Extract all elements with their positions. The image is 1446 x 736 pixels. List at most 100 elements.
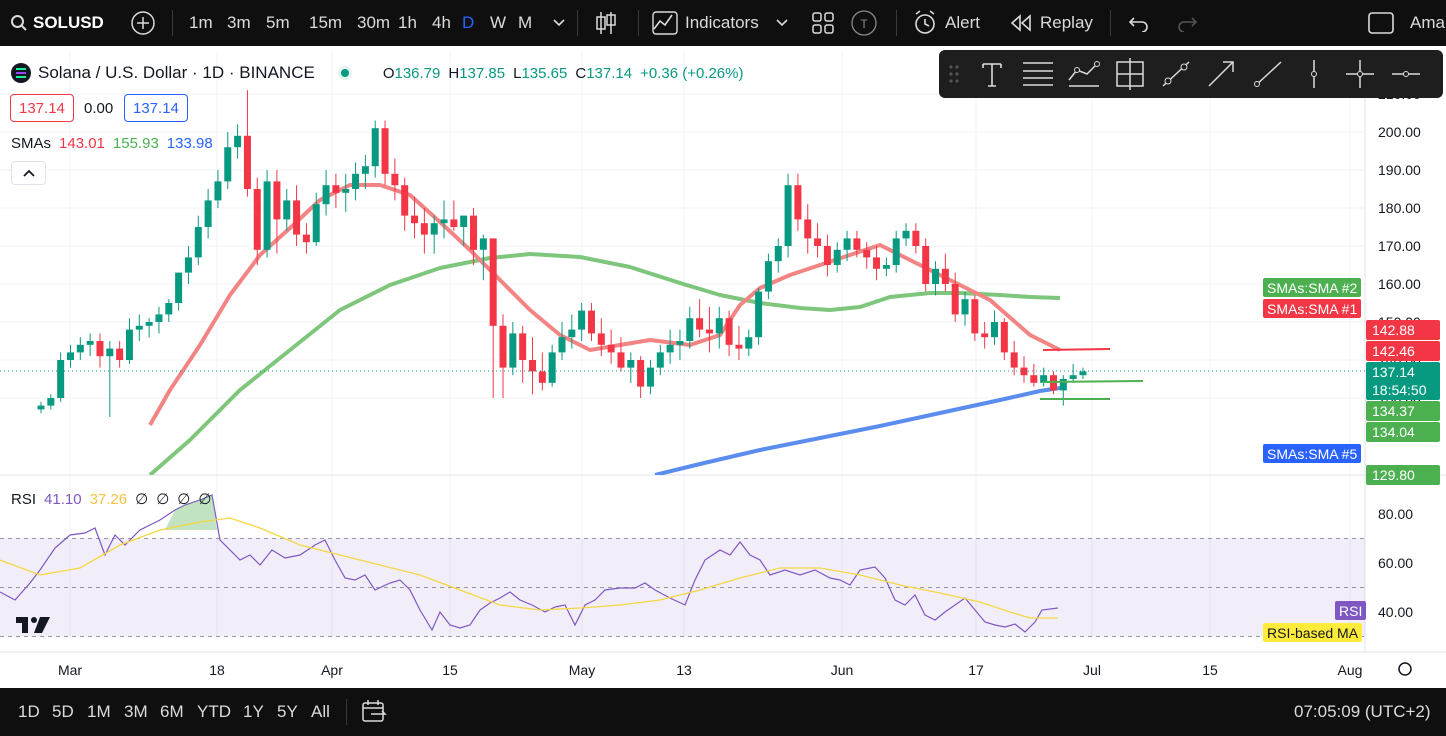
chart-area[interactable]: 210.00200.00190.00180.00170.00160.00150.…	[0, 52, 1446, 688]
trend-line-icon[interactable]	[1153, 50, 1199, 98]
interval-tab-5m[interactable]: 5m	[266, 13, 290, 32]
replay-button[interactable]: Replay	[1010, 0, 1093, 46]
candle-body	[96, 341, 104, 357]
candle-body	[175, 272, 183, 303]
interval-tab-d[interactable]: D	[462, 13, 475, 32]
candle-body	[892, 238, 900, 265]
cross-line-icon[interactable]	[1337, 50, 1383, 98]
range-tab-3m[interactable]: 3M	[124, 702, 148, 721]
candle-body	[37, 405, 45, 410]
price-axis-tick: 200.00	[1378, 124, 1421, 140]
candle-body	[666, 344, 674, 353]
range-tab-1y[interactable]: 1Y	[243, 702, 264, 721]
path-tool-icon[interactable]	[1061, 50, 1107, 98]
candle-body	[479, 238, 487, 250]
sma2-value: 155.93	[112, 135, 159, 152]
candle-body	[411, 215, 419, 224]
chevron-up-icon	[22, 169, 35, 177]
time-axis-label: 17	[968, 662, 984, 678]
sma-legend[interactable]: SMAs 143.01 155.93 133.98	[11, 135, 213, 152]
symbol-search[interactable]: SOLUSD	[10, 0, 104, 46]
buy-price-button[interactable]: 137.14	[124, 94, 188, 122]
bar-countdown-label: 18:54:50	[1366, 380, 1440, 400]
range-tab-all[interactable]: All	[311, 702, 330, 721]
candle-body	[253, 189, 261, 250]
bottom-toolbar: 1D 5D 1M 3M 6M YTD 1Y 5Y All 07:05:09 (UTC+2)	[0, 688, 1446, 736]
sma1-extension-ray[interactable]	[1042, 348, 1111, 351]
horizontal-line-icon[interactable]	[1383, 50, 1429, 98]
chevron-down-icon	[553, 19, 565, 27]
ohlc-values: O136.79 H137.85 L135.65 C137.14 +0.36 (+…	[383, 65, 744, 82]
candle-body	[991, 322, 999, 338]
interval-tab-m[interactable]: M	[518, 13, 533, 32]
templates-button[interactable]: T	[851, 0, 877, 46]
range-tab-ytd[interactable]: YTD	[197, 702, 231, 721]
vertical-line-icon[interactable]	[1291, 50, 1337, 98]
sma2-price-label: 134.37	[1366, 401, 1440, 421]
candle-body	[361, 166, 369, 174]
interval-tab-30m[interactable]: 30m	[357, 13, 391, 32]
text-tool-icon[interactable]	[969, 50, 1015, 98]
candle-body	[332, 185, 340, 193]
ray-tool-icon[interactable]	[1245, 50, 1291, 98]
market-open-dot-icon	[337, 66, 352, 80]
candle-body	[1000, 322, 1008, 353]
interval-tab-w[interactable]: W	[490, 13, 507, 32]
candle-body	[135, 325, 143, 330]
tradingview-logo-icon[interactable]	[14, 613, 54, 635]
sma1-value: 143.01	[59, 135, 105, 152]
interval-dropdown[interactable]	[552, 0, 566, 46]
high-value: 137.85	[459, 64, 506, 82]
sell-price-button[interactable]: 137.14	[10, 94, 74, 122]
interval-tab-3m[interactable]: 3m	[227, 13, 251, 32]
indicators-button[interactable]: Indicators	[652, 0, 789, 46]
symbol-title[interactable]: Solana / U.S. Dollar · 1D · BINANCE	[38, 63, 315, 82]
interval-tab-4h[interactable]: 4h	[432, 13, 451, 32]
price-chart-svg[interactable]: 210.00200.00190.00180.00170.00160.00150.…	[0, 52, 1446, 688]
candle-body	[1010, 352, 1018, 368]
line-style-icon[interactable]	[1015, 50, 1061, 98]
collapse-legend-button[interactable]	[11, 161, 46, 185]
candle-body	[941, 268, 949, 284]
account-menu[interactable]: Ama	[1410, 0, 1445, 46]
candle-body	[420, 223, 428, 235]
range-tab-5y[interactable]: 5Y	[277, 702, 298, 721]
candle-body	[794, 185, 802, 220]
interval-tab-1h[interactable]: 1h	[398, 13, 417, 32]
interval-tab-1m[interactable]: 1m	[189, 13, 213, 32]
candle-body	[784, 185, 792, 246]
time-axis-label: 15	[442, 662, 458, 678]
range-tab-1m[interactable]: 1M	[87, 702, 111, 721]
timezone-button[interactable]: 07:05:09 (UTC+2)	[1294, 688, 1431, 736]
compare-button[interactable]	[130, 0, 156, 46]
fullscreen-button[interactable]	[1368, 0, 1394, 46]
chart-type-button[interactable]	[595, 0, 617, 46]
candle-body	[509, 333, 517, 368]
close-key: C	[575, 64, 587, 82]
redo-button[interactable]	[1176, 0, 1198, 46]
range-tab-1d[interactable]: 1D	[18, 702, 40, 721]
candle-body	[184, 257, 192, 273]
undo-button[interactable]	[1128, 0, 1150, 46]
interval-tab-15m[interactable]: 15m	[309, 13, 343, 32]
candle-body	[696, 318, 704, 330]
arrow-tool-icon[interactable]	[1199, 50, 1245, 98]
goto-date-button[interactable]	[361, 688, 387, 736]
window-icon	[1368, 12, 1394, 34]
price-axis-tick: 190.00	[1378, 162, 1421, 178]
candle-body	[76, 344, 84, 353]
drag-handle-icon[interactable]	[939, 50, 969, 98]
candle-body	[617, 352, 625, 368]
sma5-line	[654, 386, 1061, 475]
alert-button[interactable]: Alert	[912, 0, 980, 46]
range-tab-6m[interactable]: 6M	[160, 702, 184, 721]
spread-value: 0.00	[80, 94, 118, 122]
layouts-button[interactable]	[812, 0, 834, 46]
range-tab-5d[interactable]: 5D	[52, 702, 74, 721]
candle-body	[587, 310, 595, 334]
rsi-legend[interactable]: RSI 41.10 37.26 ∅ ∅ ∅ ∅	[11, 490, 211, 509]
measure-tool-icon[interactable]	[1107, 50, 1153, 98]
sma2-extension-ray[interactable]	[1042, 380, 1144, 383]
settings-gear-icon[interactable]	[1398, 662, 1412, 676]
candle-body	[214, 181, 222, 201]
